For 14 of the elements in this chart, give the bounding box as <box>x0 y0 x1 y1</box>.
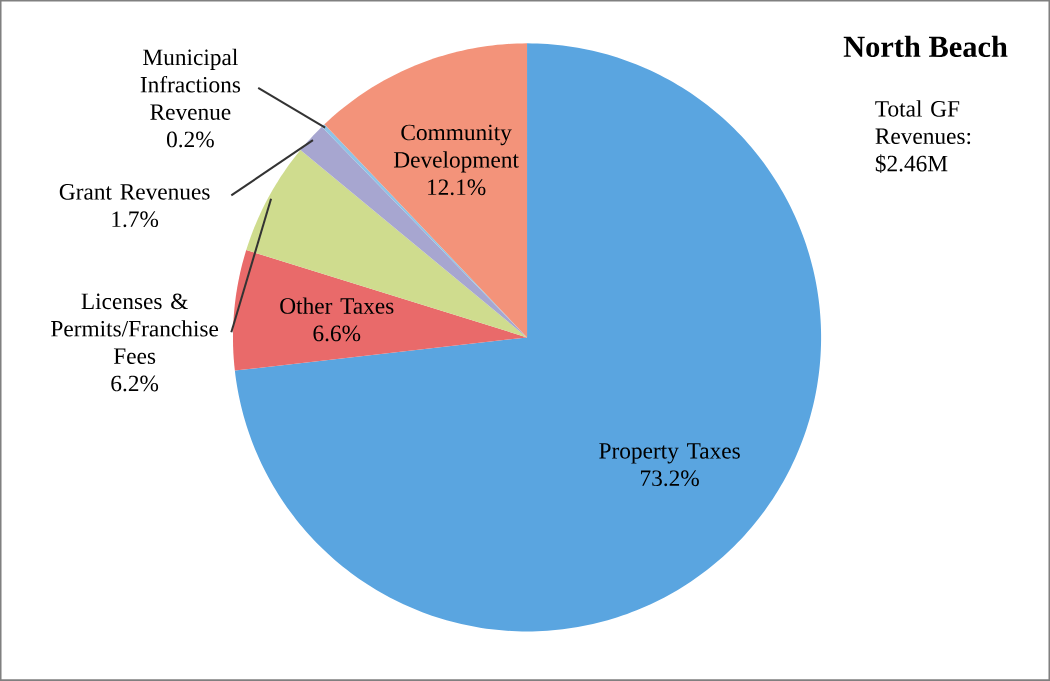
text: North Beach <box>843 35 1008 58</box>
data-label: 6.2% <box>111 375 159 392</box>
text: Total GF Revenues: $2.46M <box>875 100 971 174</box>
slice-label: Other Taxes <box>280 297 394 314</box>
slice-label: Community Development <box>393 124 519 173</box>
data-label: 1.7% <box>112 211 159 228</box>
slice-label: Municipal Infractions Revenue <box>140 48 241 120</box>
data-label: 12.1% <box>428 179 486 196</box>
data-label: 6.6% <box>313 325 361 342</box>
slice-label: Property Taxes <box>599 443 740 464</box>
slice-label: Grant Revenues <box>59 184 210 200</box>
data-label: 0.2% <box>166 131 214 148</box>
data-label: 73.2% <box>641 470 699 487</box>
slice-label: Licenses & Permits/Franchise Fees <box>51 293 219 365</box>
